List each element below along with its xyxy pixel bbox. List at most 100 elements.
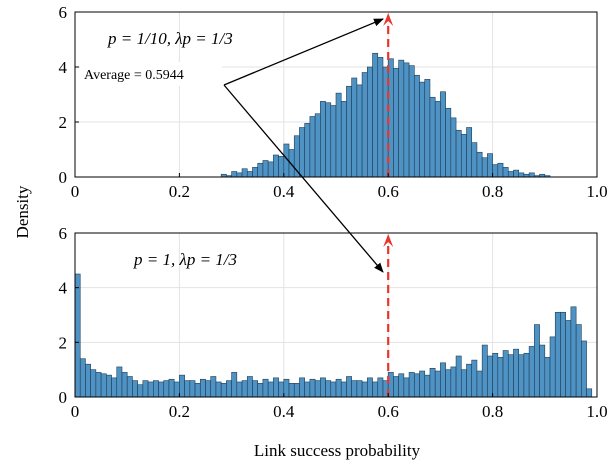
bottom-histogram-bar	[586, 388, 593, 398]
bottom-histogram-bar	[95, 372, 102, 398]
bottom-histogram-bar	[560, 311, 566, 398]
bottom-histogram-bar	[466, 363, 473, 398]
bottom-histogram-bar	[236, 381, 243, 398]
bottom-histogram-bar	[205, 380, 212, 398]
top-histogram-bar	[450, 117, 457, 178]
top-histogram-panel: 0 0.2 0.4 0.6 0.8 1.0 0 2 4 6 p = 1/10, λp = 1/3	[59, 3, 608, 201]
top-histogram-bar	[351, 77, 358, 178]
top-average-arrowhead	[383, 13, 394, 26]
bottom-y-tick-labels: 0 2 4 6	[59, 224, 79, 407]
arrow-to-top-average	[223, 18, 384, 86]
bottom-histogram-bar	[267, 381, 274, 398]
bottom-y-tick-label: 2	[59, 333, 68, 352]
bottom-histogram-bar	[372, 381, 379, 398]
top-x-tick-label: 0.4	[273, 182, 295, 201]
top-y-tick-label: 2	[59, 113, 68, 132]
bottom-histogram-bar	[283, 378, 290, 398]
top-histogram-bar	[434, 101, 441, 178]
bottom-histogram-bar	[299, 377, 305, 398]
bottom-histogram-bar	[288, 383, 295, 398]
top-histogram-bar	[325, 102, 332, 178]
top-histogram-bar	[231, 171, 238, 178]
bottom-histogram-bar	[121, 372, 128, 398]
bottom-histogram-bar	[116, 366, 123, 398]
top-histogram-bar	[262, 160, 269, 178]
bottom-histogram-bar	[215, 381, 222, 398]
bottom-y-tick-label: 6	[59, 224, 68, 243]
top-histogram-bar	[408, 65, 415, 178]
bottom-histogram-bar	[429, 367, 436, 398]
bottom-histogram-bar	[273, 377, 279, 398]
bottom-histogram-bar	[100, 373, 107, 398]
bottom-histogram-bar	[199, 378, 206, 398]
bottom-average-line	[383, 234, 394, 397]
bottom-x-tick-label: 0.8	[482, 402, 503, 421]
bottom-histogram-bar	[79, 358, 86, 398]
bottom-parameter-annotation: p = 1, λp = 1/3	[133, 250, 237, 269]
top-x-tick-label: 0.2	[169, 182, 190, 201]
top-histogram-bar	[372, 52, 379, 178]
bottom-histogram-bar	[314, 380, 321, 398]
bottom-histogram-bar	[220, 383, 227, 398]
bottom-histogram-bar	[147, 381, 154, 398]
bottom-histogram-bar	[184, 380, 191, 398]
bottom-x-tick-labels: 0 0.2 0.4 0.6 0.8 1.0	[71, 393, 608, 421]
top-x-tick-labels: 0 0.2 0.4 0.6 0.8 1.0	[71, 173, 608, 201]
top-histogram-bar	[518, 172, 525, 178]
top-histogram-bar	[356, 84, 363, 178]
bottom-y-tick-label: 0	[59, 388, 68, 407]
top-histogram-bar	[513, 169, 519, 178]
bottom-histogram-bar	[309, 378, 316, 398]
top-histogram-bar	[314, 113, 321, 178]
top-histogram-bar	[502, 167, 509, 178]
bottom-histogram-bar	[361, 381, 368, 398]
y-axis-title: Density	[13, 185, 32, 238]
bottom-histogram-bar	[137, 384, 144, 398]
bottom-histogram-bar	[440, 362, 446, 398]
bottom-histogram-bar	[106, 374, 112, 398]
bottom-histogram-bar	[575, 324, 582, 398]
top-histogram-bar	[278, 156, 285, 178]
bottom-histogram-bar	[126, 376, 133, 398]
bottom-histogram-bar	[424, 374, 431, 398]
bottom-histogram-bar	[403, 377, 410, 398]
top-histogram-bar	[413, 74, 420, 178]
top-histogram-bar	[471, 142, 478, 178]
bottom-histogram-bar	[481, 344, 488, 398]
top-histogram-bar	[340, 101, 347, 178]
top-histogram-bar	[267, 161, 274, 178]
bottom-histogram-bar	[554, 311, 561, 398]
top-y-tick-labels: 0 2 4 6	[59, 3, 79, 187]
bottom-histogram-bar	[325, 380, 332, 398]
top-y-tick-label: 4	[59, 58, 68, 77]
bottom-x-tick-label: 0.2	[169, 402, 190, 421]
bottom-histogram-bar	[497, 357, 504, 398]
top-histogram-bar	[393, 68, 399, 178]
bottom-histogram-bar	[434, 370, 441, 398]
bottom-x-tick-label: 0.4	[273, 402, 295, 421]
bottom-histogram-bar	[487, 355, 493, 398]
top-histogram-bar	[528, 172, 535, 178]
bottom-bars	[74, 273, 593, 398]
bottom-histogram-bar	[335, 378, 342, 398]
top-histogram-bar	[487, 153, 493, 178]
top-histogram-bar	[398, 59, 405, 178]
bottom-histogram-bar	[340, 381, 347, 398]
top-y-tick-label: 6	[59, 3, 68, 22]
bottom-x-tick-label: 1.0	[586, 402, 607, 421]
bottom-histogram-bar	[320, 377, 326, 398]
top-histogram-bar	[257, 162, 264, 178]
bottom-histogram-bar	[153, 380, 159, 398]
bottom-histogram-bar	[539, 344, 546, 398]
bottom-x-tick-label: 0	[71, 402, 80, 421]
bottom-histogram-bar	[419, 370, 426, 398]
top-histogram-bar	[304, 123, 311, 178]
bottom-histogram-bar	[351, 380, 358, 398]
bottom-y-tick-label: 4	[59, 279, 68, 298]
bottom-histogram-bar	[367, 377, 373, 398]
bottom-histogram-bar	[549, 336, 556, 398]
top-histogram-bar	[377, 57, 384, 178]
top-bars	[220, 52, 551, 178]
top-histogram-bar	[424, 79, 431, 178]
bottom-histogram-bar	[85, 363, 91, 398]
